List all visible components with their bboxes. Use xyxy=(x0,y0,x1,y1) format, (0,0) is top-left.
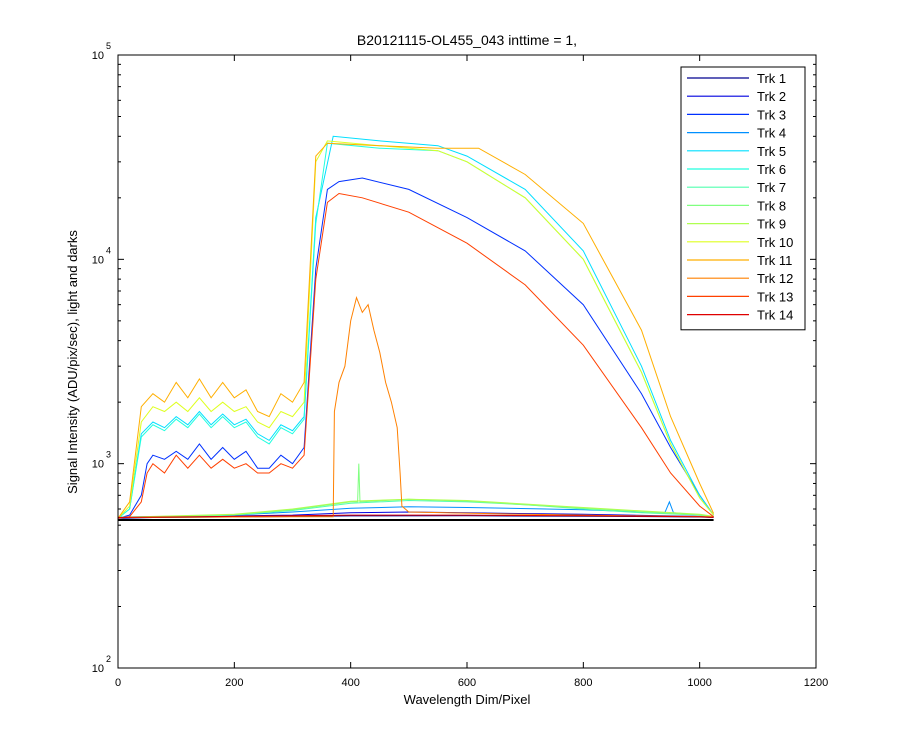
series-line-13 xyxy=(117,192,714,519)
x-tick-label: 600 xyxy=(458,677,476,689)
series-line-14 xyxy=(117,514,714,518)
legend-label: Trk 11 xyxy=(757,253,792,268)
y-tick-label: 10 xyxy=(92,663,104,675)
series-line-10 xyxy=(117,140,714,519)
legend-label: Trk 4 xyxy=(757,126,786,141)
y-tick-exponent: 5 xyxy=(106,41,111,51)
legend-label: Trk 12 xyxy=(757,271,793,286)
series-line-11 xyxy=(117,142,715,519)
legend-label: Trk 2 xyxy=(757,89,786,104)
legend-label: Trk 13 xyxy=(757,289,793,304)
legend-label: Trk 14 xyxy=(757,308,793,323)
series-layer xyxy=(117,135,715,521)
legend-label: Trk 5 xyxy=(757,144,786,159)
y-tick-exponent: 2 xyxy=(106,654,111,664)
legend-label: Trk 1 xyxy=(757,71,786,86)
legend-label: Trk 8 xyxy=(757,198,786,213)
series-line-5 xyxy=(117,135,715,519)
series-line-6 xyxy=(117,142,714,519)
chart-title: B20121115-OL455_043 inttime = 1, xyxy=(357,32,577,48)
x-axis: 0 200 400 600 800 1000 1200 xyxy=(115,55,828,689)
legend-label: Trk 10 xyxy=(757,235,793,250)
x-tick-label: 400 xyxy=(341,677,359,689)
series-line-3 xyxy=(117,177,715,519)
x-tick-label: 1000 xyxy=(687,677,711,689)
legend-label: Trk 7 xyxy=(757,180,786,195)
y-axis-label: Signal Intensity (ADU/pix/sec), light an… xyxy=(65,230,80,494)
legend: Trk 1 Trk 2 Trk 3 Trk 4 Trk 5 Trk 6 Trk 7 Trk 8… xyxy=(680,66,806,331)
series-line-7 xyxy=(117,499,714,518)
y-tick-exponent: 4 xyxy=(106,245,111,255)
y-tick-label: 10 xyxy=(92,459,104,471)
x-tick-label: 200 xyxy=(225,677,243,689)
legend-box xyxy=(680,66,806,331)
legend-label: Trk 6 xyxy=(757,162,786,177)
y-tick-label: 10 xyxy=(92,50,104,62)
x-tick-label: 0 xyxy=(115,677,121,689)
legend-label: Trk 3 xyxy=(757,107,786,122)
x-tick-label: 800 xyxy=(574,677,592,689)
x-axis-label: Wavelength Dim/Pixel xyxy=(404,692,531,707)
legend-label: Trk 9 xyxy=(757,217,786,232)
series-line-12 xyxy=(117,295,714,518)
x-tick-label: 1200 xyxy=(804,677,828,689)
series-line-8 xyxy=(117,463,714,518)
y-tick-label: 10 xyxy=(92,254,104,266)
series-line-9 xyxy=(117,498,714,518)
y-tick-exponent: 3 xyxy=(106,450,111,460)
